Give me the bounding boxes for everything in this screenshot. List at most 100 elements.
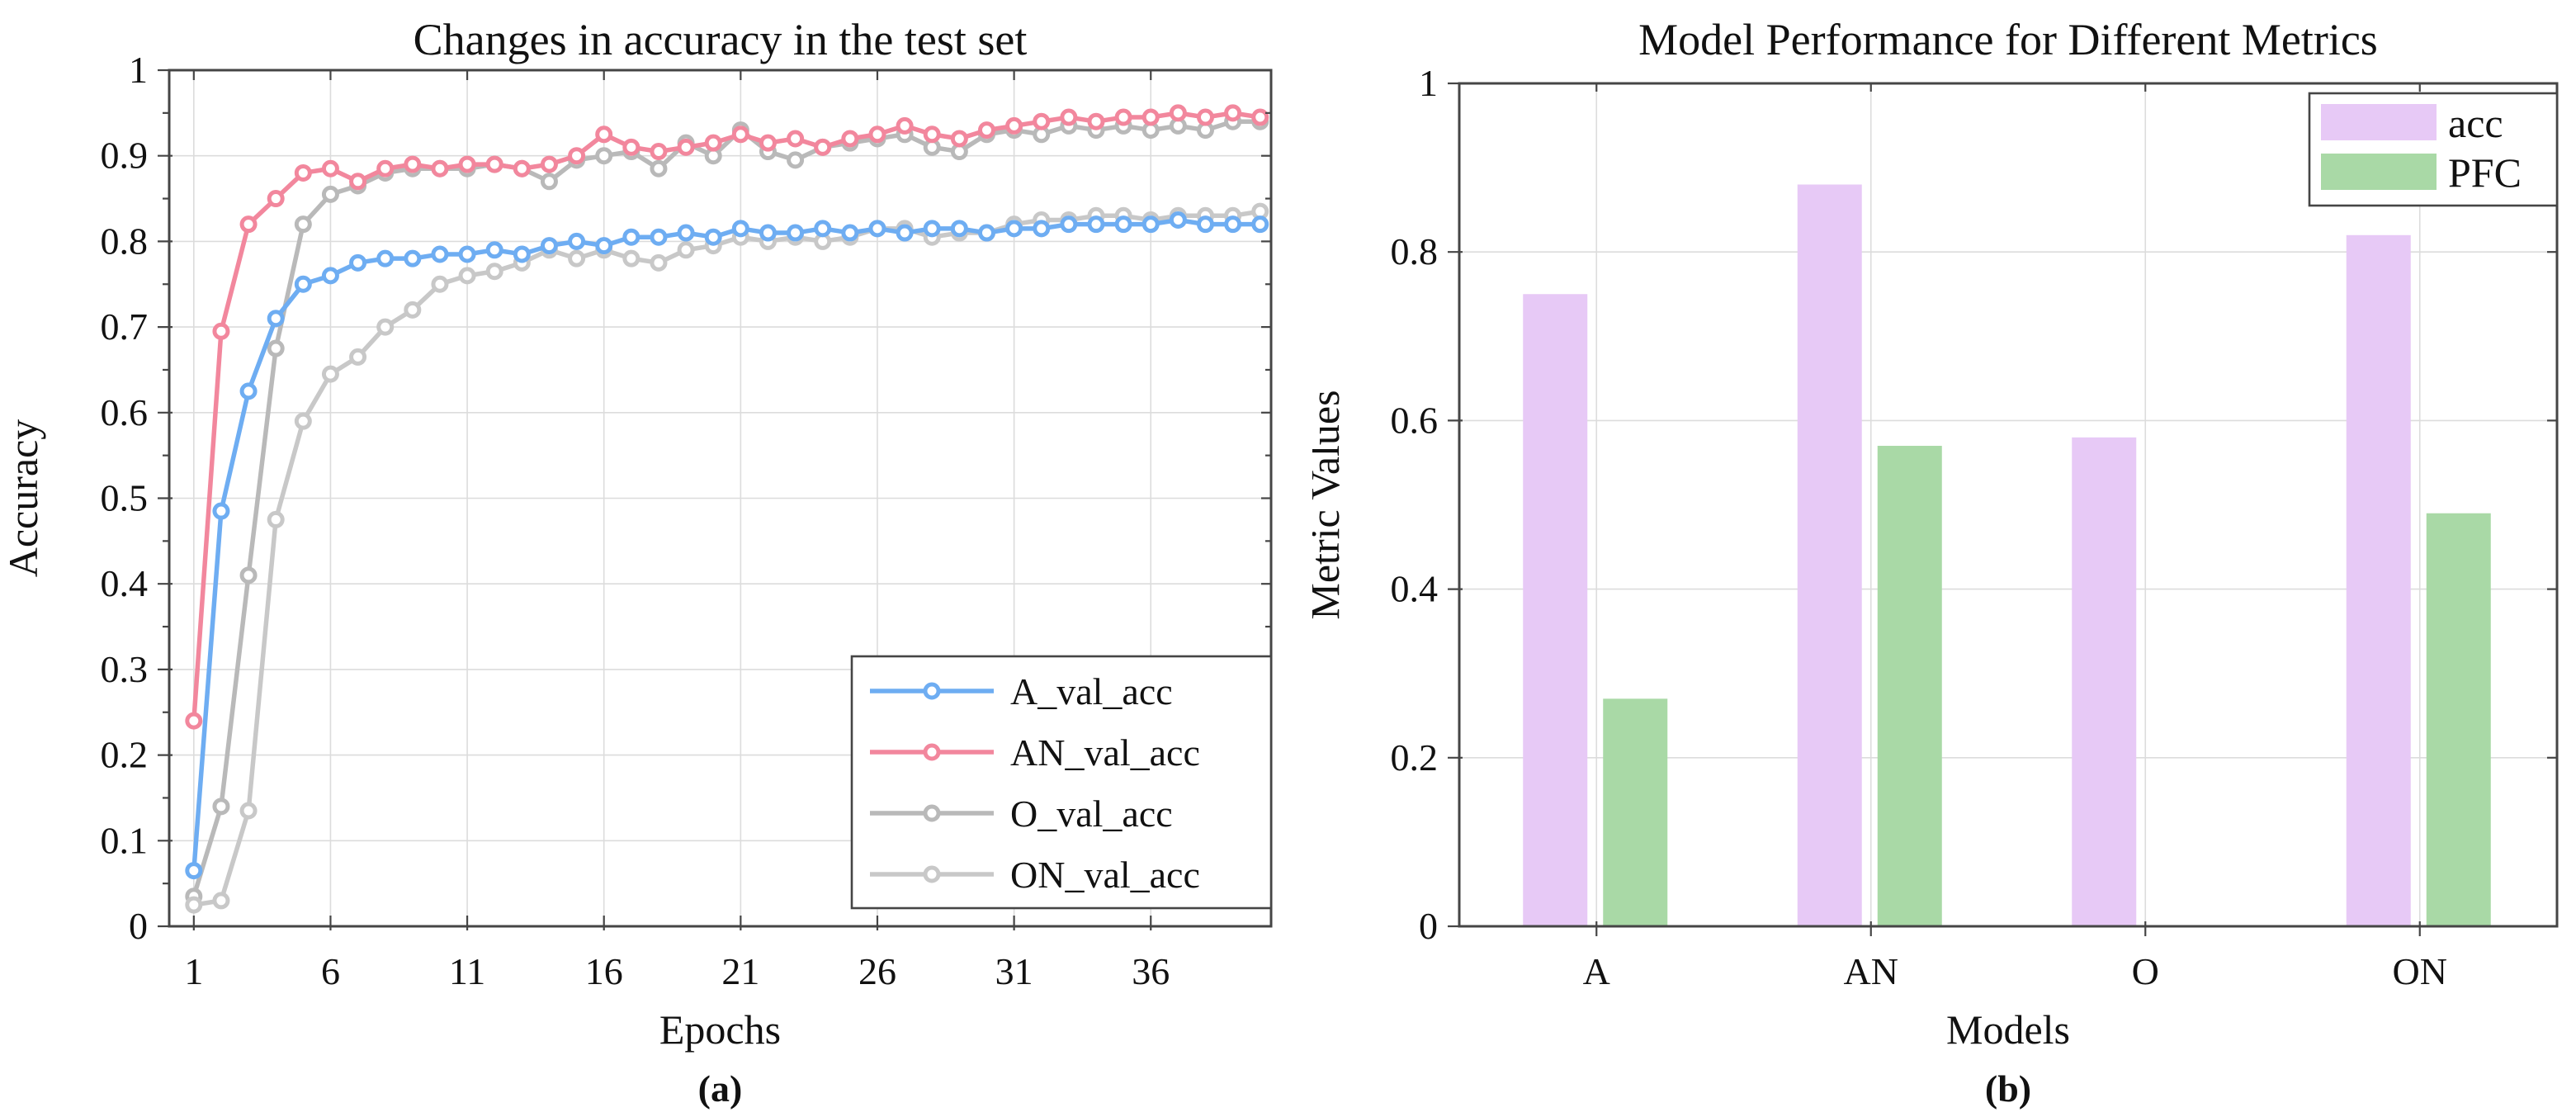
metrics-bar-chart: A AN O ON 0 0.2 0.4 0.6 0.8 1 Model Performance fo… — [1312, 15, 2559, 1053]
y-tick-label: 1 — [1419, 62, 1438, 104]
x-tick-label: A — [1583, 950, 1610, 992]
data-point-marker — [267, 339, 285, 357]
data-point-marker — [1141, 108, 1160, 126]
data-point-marker — [239, 566, 258, 585]
x-tick-label: 26 — [858, 950, 896, 992]
data-point-marker — [267, 190, 285, 208]
legend-label: acc — [2448, 100, 2503, 146]
y-tick-label: 0.6 — [101, 391, 149, 433]
data-point-marker — [1060, 108, 1078, 126]
x-tick-label: O — [2132, 950, 2159, 992]
bar-AN-acc — [1797, 184, 1862, 926]
data-point-marker — [294, 215, 312, 234]
y-axis-label: Accuracy — [0, 419, 46, 578]
legend-label: PFC — [2448, 149, 2522, 196]
data-point-marker — [1033, 112, 1051, 130]
y-tick-label: 0 — [1419, 905, 1438, 947]
series-line-ON_val_acc — [191, 209, 1263, 907]
data-point-marker — [595, 237, 613, 255]
data-point-marker — [321, 365, 339, 383]
x-tick-label: 21 — [721, 950, 759, 992]
data-point-marker — [896, 116, 914, 135]
data-point-marker — [540, 237, 558, 255]
legend-swatch — [2321, 104, 2437, 140]
bar-A-acc — [1523, 294, 1588, 926]
data-point-marker — [458, 155, 476, 173]
x-tick-label: 11 — [449, 950, 485, 992]
bar-series-acc — [1523, 184, 2411, 926]
data-point-marker — [376, 159, 395, 177]
series-line-A_val_acc — [191, 217, 1263, 873]
data-point-marker — [349, 348, 367, 366]
data-point-marker — [185, 712, 203, 730]
data-point-marker — [677, 224, 695, 242]
data-point-marker — [349, 253, 367, 272]
data-point-marker — [321, 159, 339, 177]
x-tick-label: 16 — [585, 950, 623, 992]
y-tick-label: 0.8 — [1391, 230, 1439, 272]
series-line-O_val_acc — [191, 119, 1263, 899]
data-point-marker — [540, 155, 558, 173]
data-point-marker — [185, 862, 203, 880]
data-point-marker — [513, 159, 531, 177]
data-point-marker — [239, 382, 258, 400]
y-tick-label: 0.2 — [101, 734, 149, 776]
data-point-marker — [650, 143, 668, 161]
axis-ticks — [1448, 82, 2557, 936]
data-point-marker — [404, 155, 422, 173]
data-point-marker — [1114, 108, 1132, 126]
y-tick-label: 0.4 — [101, 562, 149, 604]
legend-entry-A_val_acc: A_val_acc — [870, 670, 1173, 712]
x-tick-label: 31 — [995, 950, 1033, 992]
data-point-marker — [294, 412, 312, 430]
data-point-marker — [376, 318, 395, 336]
y-axis-label: Metric Values — [1312, 390, 1348, 619]
data-point-marker — [1114, 215, 1132, 234]
data-point-marker — [677, 241, 695, 259]
data-point-marker — [212, 322, 230, 340]
data-point-marker — [704, 228, 722, 246]
data-point-marker — [759, 134, 777, 152]
data-point-marker — [787, 130, 805, 148]
y-tick-label: 0.3 — [101, 648, 149, 690]
legend-label: ON_val_acc — [1010, 854, 1200, 896]
y-tick-label: 0.4 — [1391, 568, 1439, 610]
data-point-marker — [1196, 108, 1214, 126]
legend-entry-AN_val_acc: AN_val_acc — [870, 731, 1200, 774]
data-point-marker — [731, 125, 749, 144]
data-point-marker — [759, 224, 777, 242]
legend-marker — [923, 865, 941, 883]
data-point-marker — [1005, 220, 1023, 238]
x-axis-label: Epochs — [659, 1006, 781, 1053]
data-point-marker — [1087, 215, 1105, 234]
y-tick-label: 0.9 — [101, 135, 149, 177]
data-point-marker — [841, 224, 859, 242]
subfigure-caption-a: (a) — [697, 1067, 743, 1110]
legend-entry-ON_val_acc: ON_val_acc — [870, 854, 1200, 896]
data-point-marker — [185, 896, 203, 914]
data-point-marker — [404, 301, 422, 319]
x-tick-label: ON — [2393, 950, 2447, 992]
data-point-marker — [622, 138, 640, 156]
bar-O-acc — [2072, 437, 2137, 926]
bar-groups — [1523, 184, 2491, 926]
legend-marker — [923, 743, 941, 761]
data-point-marker — [349, 173, 367, 191]
data-point-marker — [376, 249, 395, 267]
legend-swatch — [2321, 154, 2437, 190]
data-point-marker — [431, 159, 449, 177]
data-point-marker — [1251, 215, 1269, 234]
data-point-marker — [458, 245, 476, 263]
data-point-marker — [677, 138, 695, 156]
data-point-marker — [923, 220, 941, 238]
data-point-marker — [267, 510, 285, 528]
bar-AN-PFC — [1877, 446, 1942, 926]
data-point-marker — [1196, 215, 1214, 234]
data-point-marker — [458, 267, 476, 285]
y-tick-label: 0.7 — [101, 305, 149, 348]
data-point-marker — [814, 138, 832, 156]
legend-label: O_val_acc — [1010, 793, 1173, 835]
data-point-marker — [923, 125, 941, 144]
data-point-marker — [239, 215, 258, 234]
